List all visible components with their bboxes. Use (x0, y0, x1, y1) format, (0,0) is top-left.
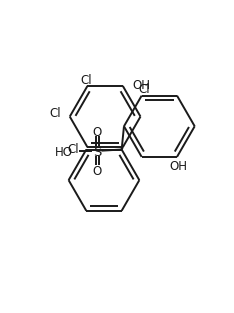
Text: Cl: Cl (138, 83, 150, 96)
Text: Cl: Cl (67, 143, 79, 156)
Text: HO: HO (55, 146, 73, 159)
Text: OH: OH (169, 160, 187, 173)
Text: O: O (93, 126, 102, 139)
Text: Cl: Cl (49, 107, 61, 121)
Text: O: O (93, 165, 102, 178)
Text: OH: OH (133, 79, 151, 92)
Text: Cl: Cl (80, 74, 92, 86)
Text: S: S (93, 146, 101, 159)
